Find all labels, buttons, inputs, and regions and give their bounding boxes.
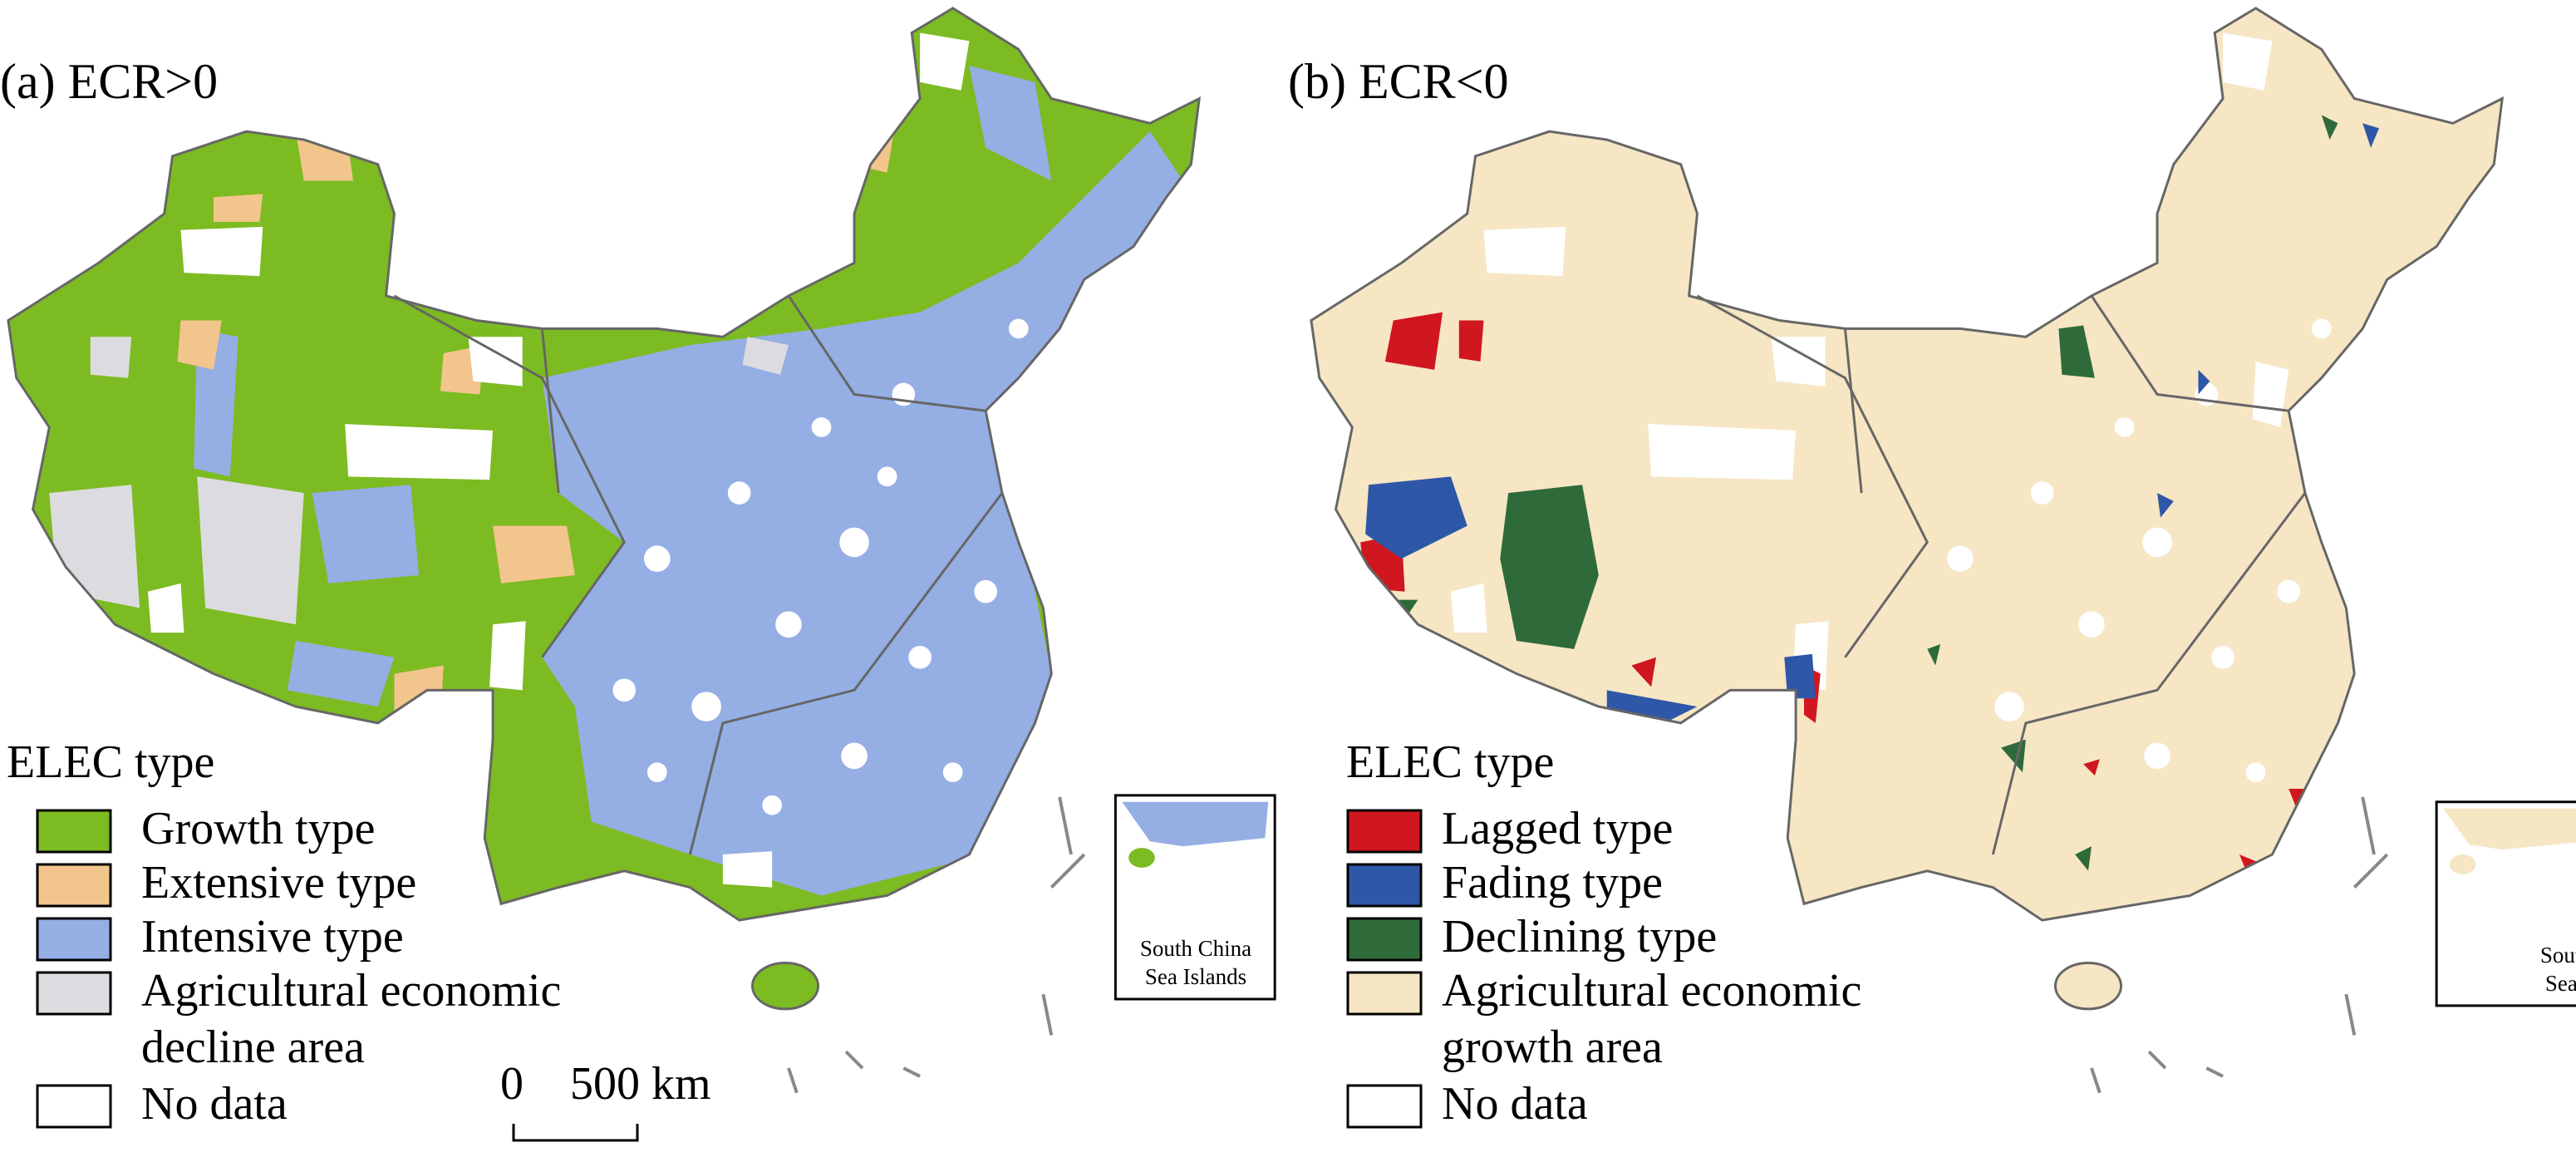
hainan [750, 962, 820, 1011]
legend-swatch [1346, 809, 1423, 854]
legend-label: Intensive type [141, 911, 404, 963]
region-declining [1393, 115, 2338, 871]
legend-swatch [1346, 863, 1423, 908]
region-intensive [194, 66, 1052, 707]
legend-label: Declining type [1442, 911, 1717, 963]
legend-swatch [36, 1084, 112, 1129]
islands [2090, 796, 2389, 1094]
boundaries [7, 7, 1202, 922]
hainan [2053, 962, 2123, 1011]
panel-title: (a) ECR>0 [0, 54, 218, 109]
scale-bar [512, 1124, 639, 1142]
inset-land [2443, 808, 2576, 850]
legend-label: growth area [1442, 1022, 1663, 1073]
legend-label: Lagged type [1442, 803, 1673, 854]
scale-label: 500 km [570, 1058, 711, 1110]
inset-hainan [1128, 848, 1155, 868]
legend-label: No data [141, 1078, 288, 1130]
inset-label: Sea Islands [1145, 964, 1246, 989]
legend-swatch [36, 917, 112, 962]
inset-label: Sea Islands [2545, 971, 2576, 996]
legend-label: Fading type [1442, 857, 1663, 908]
legend-label: Growth type [141, 803, 376, 854]
islands [787, 796, 1086, 1094]
legend-swatch [36, 971, 112, 1016]
no-data-spots [1946, 318, 2332, 783]
legend-swatch [1346, 971, 1423, 1016]
panel-title: (b) ECR<0 [1288, 54, 1509, 109]
legend-label: Extensive type [141, 857, 416, 908]
legend-swatch [36, 809, 112, 854]
legend-swatch [1346, 917, 1423, 962]
legend-label: No data [1442, 1078, 1588, 1130]
inset-hainan [2449, 854, 2476, 874]
legend-title: ELEC type [7, 736, 214, 788]
scale-label: 0 [500, 1058, 524, 1110]
legend-label: Agricultural economic [1442, 965, 1861, 1017]
legend-swatch [36, 863, 112, 908]
boundaries [1310, 7, 2505, 922]
legend-label: Agricultural economic [141, 965, 561, 1017]
inset-label: South China [2540, 943, 2576, 968]
legend-title: ELEC type [1346, 736, 1554, 788]
legend-label: decline area [141, 1022, 365, 1073]
inset-label: South China [1140, 936, 1251, 961]
inset-land [1122, 801, 1269, 847]
region-decline [49, 337, 789, 625]
legend-swatch [1346, 1084, 1423, 1129]
